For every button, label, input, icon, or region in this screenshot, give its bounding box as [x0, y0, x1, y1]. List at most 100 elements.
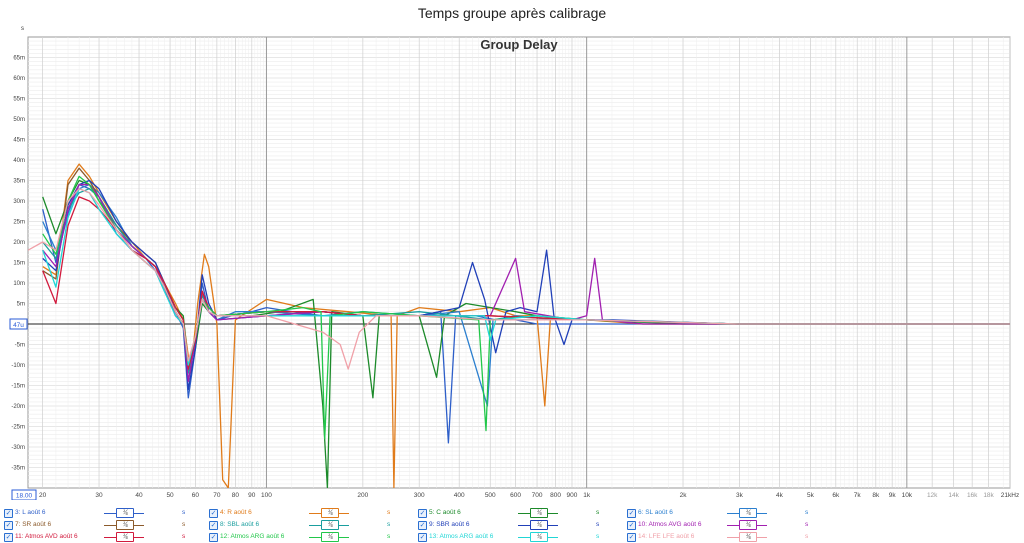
legend-item-label: 14: LFE LFE août 6	[638, 533, 695, 540]
x-tick-label: 400	[454, 492, 465, 499]
x-tick-label: 21kHz	[1001, 492, 1019, 499]
checkbox-icon[interactable]: ✓	[209, 521, 218, 530]
x-tick-label: 2k	[680, 492, 688, 499]
smoothing-box[interactable]: ⅟₆	[530, 520, 548, 530]
legend-item[interactable]: ✓ 10: Atmos AVG août 6 ⅟₆ s	[627, 519, 832, 531]
checkbox-icon[interactable]: ✓	[209, 509, 218, 518]
x-tick-label: 9k	[889, 492, 897, 499]
x-tick-label: 100	[261, 492, 272, 499]
x-tick-label: 800	[550, 492, 561, 499]
checkbox-icon[interactable]: ✓	[627, 521, 636, 530]
x-min-label: 18.00	[16, 493, 33, 500]
y-tick-label: 65m	[13, 56, 25, 62]
legend-item-label: 13: Atmos ARG août 6	[429, 533, 494, 540]
x-tick-label: 1k	[583, 492, 591, 499]
checkbox-icon[interactable]: ✓	[418, 533, 427, 542]
checkbox-icon[interactable]: ✓	[418, 509, 427, 518]
legend-unit: s	[596, 509, 600, 516]
legend-item[interactable]: ✓ 6: SL août 6 ⅟₆ s	[627, 507, 832, 519]
legend-unit: s	[596, 521, 600, 528]
x-tick-label: 18k	[983, 492, 994, 499]
y-tick-label: -15m	[11, 384, 25, 390]
x-tick-label: 8k	[872, 492, 880, 499]
y-tick-label: -5m	[15, 343, 25, 349]
legend-unit: s	[182, 509, 186, 516]
legend-unit: s	[805, 521, 809, 528]
checkbox-icon[interactable]: ✓	[627, 509, 636, 518]
checkbox-icon[interactable]: ✓	[4, 509, 13, 518]
x-tick-label: 90	[248, 492, 256, 499]
checkbox-icon[interactable]: ✓	[209, 533, 218, 542]
legend-item-label: 3: L août 6	[15, 509, 46, 516]
x-tick-label: 700	[532, 492, 543, 499]
x-tick-label: 30	[95, 492, 103, 499]
legend-unit: s	[387, 533, 391, 540]
y-tick-label: 50m	[13, 117, 25, 123]
checkbox-icon[interactable]: ✓	[4, 521, 13, 530]
legend-row: ✓ 7: SR août 6 ⅟₆ s ✓ 8: SBL août 6 ⅟₆ s ✓ 9: SBR…	[0, 519, 1024, 531]
smoothing-box[interactable]: ⅟₆	[530, 508, 548, 518]
legend-item-label: 7: SR août 6	[15, 521, 52, 528]
checkbox-icon[interactable]: ✓	[627, 533, 636, 542]
legend-item[interactable]: ✓ 4: R août 6 ⅟₆ s	[209, 507, 414, 519]
smoothing-box[interactable]: ⅟₆	[116, 520, 134, 530]
legend-unit: s	[182, 521, 186, 528]
y-tick-label: 15m	[13, 261, 25, 267]
y-unit-label: s	[21, 26, 24, 32]
y-tick-label: -25m	[11, 425, 25, 431]
grid	[27, 36, 1011, 489]
legend-item[interactable]: ✓ 5: C août 6 ⅟₆ s	[418, 507, 623, 519]
y-tick-label: 10m	[13, 281, 25, 287]
x-tick-label: 12k	[927, 492, 938, 499]
legend-unit: s	[182, 533, 186, 540]
x-tick-label: 70	[213, 492, 221, 499]
smoothing-box[interactable]: ⅟₆	[116, 532, 134, 542]
legend-item-label: 11: Atmos AVD août 6	[15, 533, 78, 540]
legend-item[interactable]: ✓ 12: Atmos ARG août 6 ⅟₆ s	[209, 531, 414, 543]
legend-item[interactable]: ✓ 11: Atmos AVD août 6 ⅟₆ s	[4, 531, 209, 543]
legend-item[interactable]: ✓ 13: Atmos ARG août 6 ⅟₆ s	[418, 531, 623, 543]
y-tick-label: 5m	[17, 302, 25, 308]
legend-item[interactable]: ✓ 8: SBL août 6 ⅟₆ s	[209, 519, 414, 531]
x-tick-label: 600	[510, 492, 521, 499]
chart-title: Group Delay	[480, 37, 558, 52]
smoothing-box[interactable]: ⅟₆	[321, 508, 339, 518]
x-tick-label: 40	[135, 492, 143, 499]
legend-item-label: 10: Atmos AVG août 6	[638, 521, 702, 528]
smoothing-box[interactable]: ⅟₆	[321, 520, 339, 530]
legend-item[interactable]: ✓ 14: LFE LFE août 6 ⅟₆ s	[627, 531, 832, 543]
smoothing-box[interactable]: ⅟₆	[739, 532, 757, 542]
y-tick-label: 25m	[13, 220, 25, 226]
legend-item-label: 8: SBL août 6	[220, 521, 260, 528]
smoothing-box[interactable]: ⅟₆	[739, 508, 757, 518]
window-title: Temps groupe après calibrage	[417, 5, 607, 21]
x-tick-label: 3k	[736, 492, 744, 499]
group-delay-chart[interactable]: 65m 60m 55m 50m 45m 40m 35m 30m 25m 20m 15m 10m 5m -5…	[0, 0, 1024, 500]
y-tick-label: -20m	[11, 404, 25, 410]
y-tick-label: 60m	[13, 76, 25, 82]
smoothing-box[interactable]: ⅟₆	[530, 532, 548, 542]
y-tick-label: 20m	[13, 240, 25, 246]
legend-item[interactable]: ✓ 7: SR août 6 ⅟₆ s	[4, 519, 209, 531]
legend-item[interactable]: ✓ 3: L août 6 ⅟₆ s	[4, 507, 209, 519]
y-tick-label: -35m	[11, 466, 25, 472]
legend-row: ✓ 11: Atmos AVD août 6 ⅟₆ s ✓ 12: Atmos ARG a…	[0, 531, 1024, 543]
smoothing-box[interactable]: ⅟₆	[739, 520, 757, 530]
y-tick-label: -30m	[11, 445, 25, 451]
checkbox-icon[interactable]: ✓	[4, 533, 13, 542]
x-tick-label: 4k	[776, 492, 784, 499]
y-tick-label: 55m	[13, 97, 25, 103]
x-tick-label: 16k	[967, 492, 978, 499]
y-tick-label: 35m	[13, 179, 25, 185]
smoothing-box[interactable]: ⅟₆	[321, 532, 339, 542]
legend-item[interactable]: ✓ 9: SBR août 6 ⅟₆ s	[418, 519, 623, 531]
x-tick-label: 7k	[854, 492, 862, 499]
y-tick-label: -10m	[11, 363, 25, 369]
legend-item-label: 12: Atmos ARG août 6	[220, 533, 285, 540]
checkbox-icon[interactable]: ✓	[418, 521, 427, 530]
x-tick-label: 5k	[807, 492, 815, 499]
smoothing-box[interactable]: ⅟₆	[116, 508, 134, 518]
cursor-y-box	[9, 318, 28, 330]
x-tick-label: 200	[357, 492, 368, 499]
legend-unit: s	[805, 509, 809, 516]
